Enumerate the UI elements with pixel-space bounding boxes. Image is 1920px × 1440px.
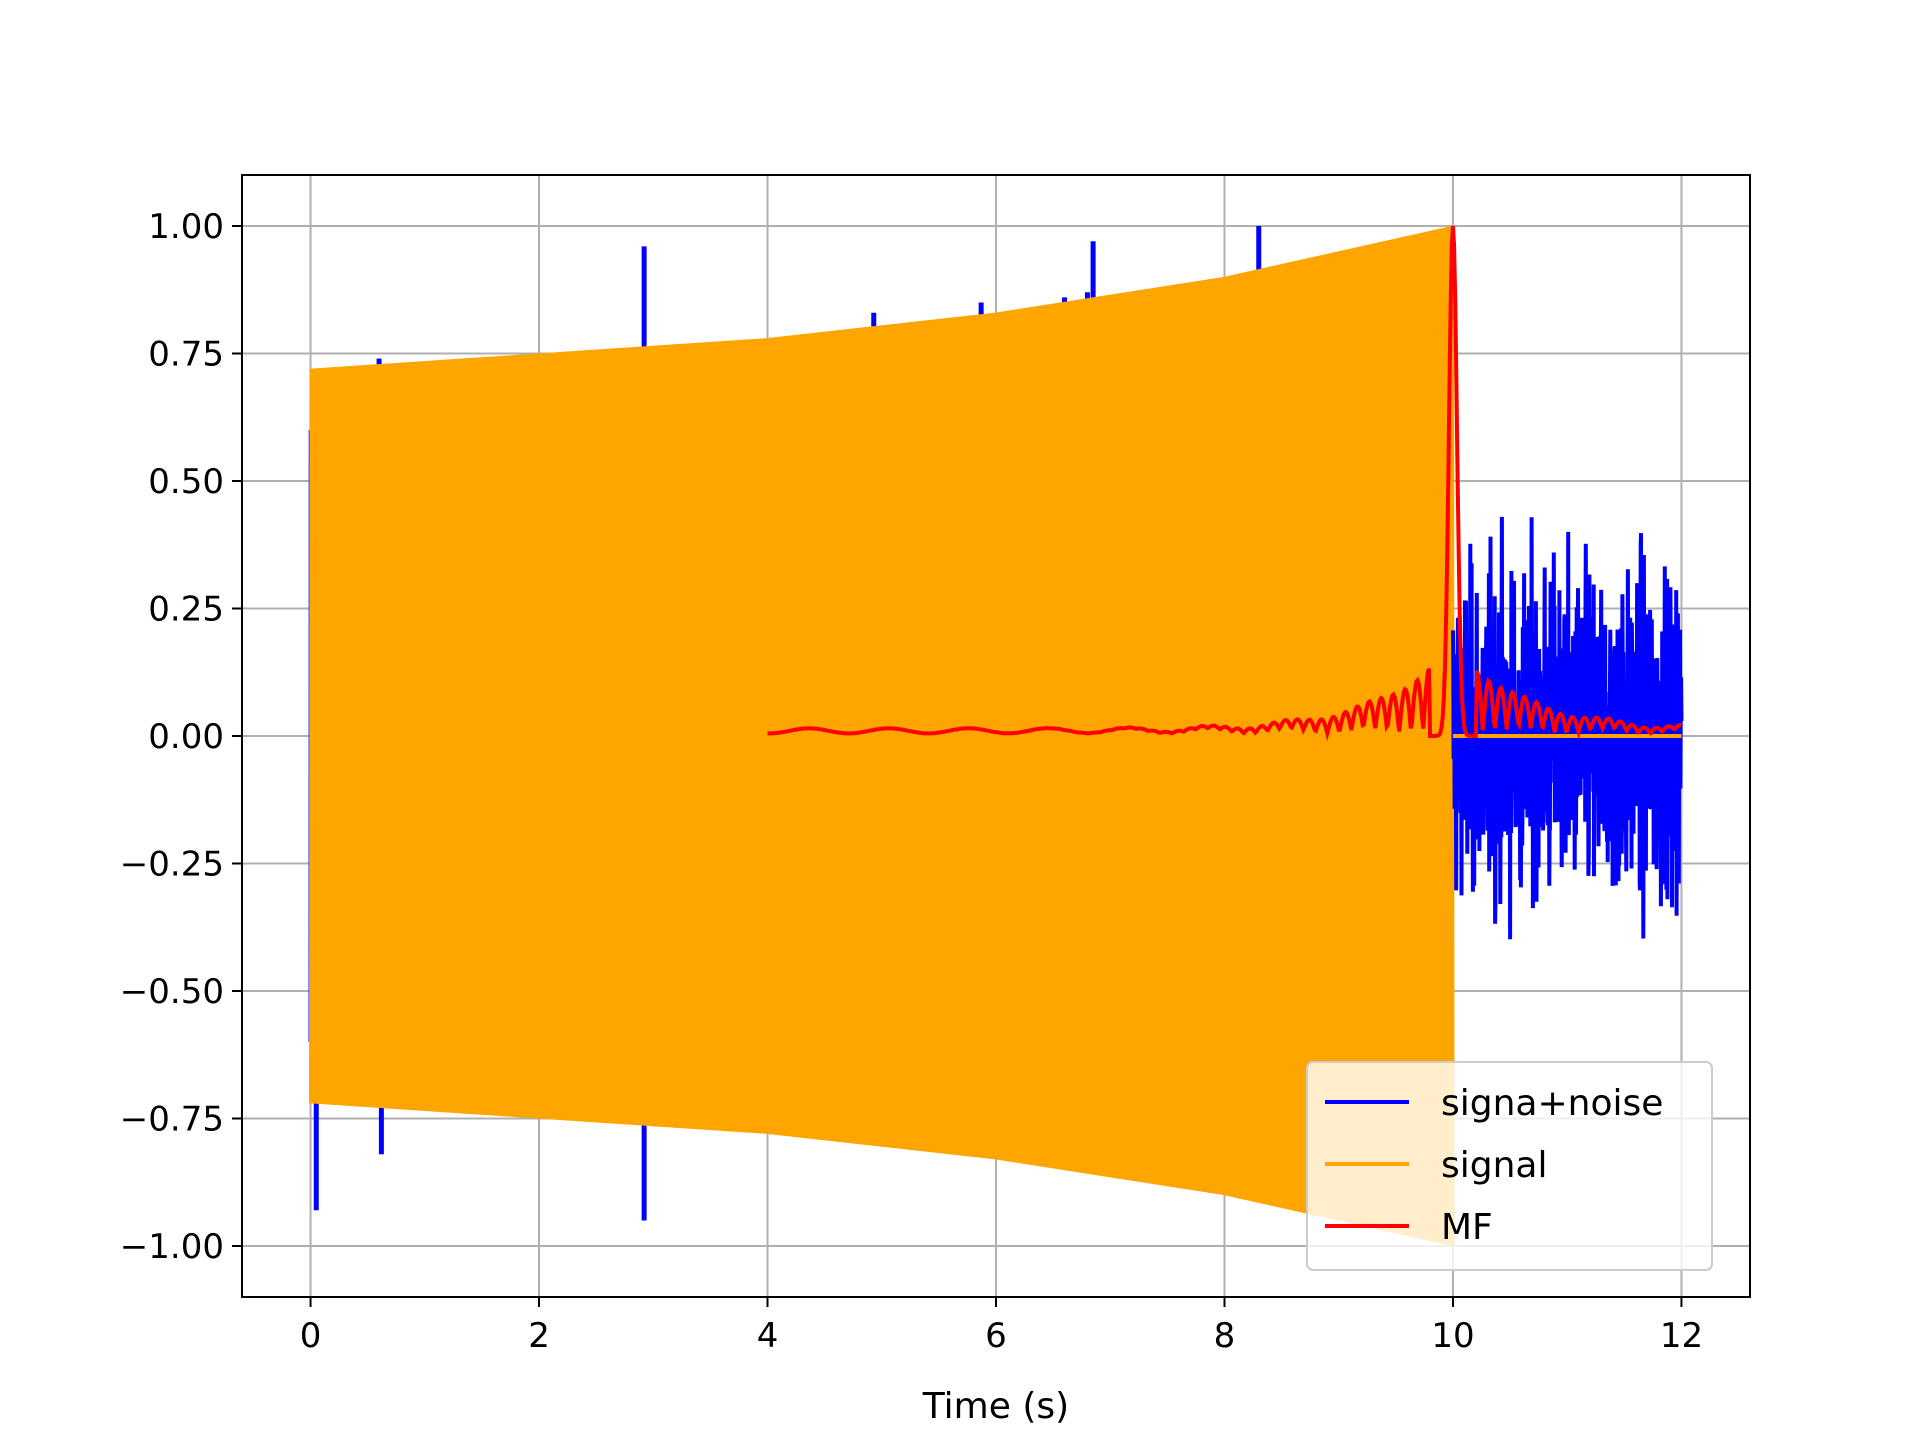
x-tick-label: 2 [528,1316,550,1356]
series-signal-envelope [310,226,1453,1246]
x-tick-label: 10 [1431,1316,1474,1356]
legend-label: signa+noise [1441,1083,1663,1124]
ticks: 0 2 4 6 8 10 12 1.00 0.75 0.50 0.25 0.00 −0.25 −0.50 −… [120,207,1703,1356]
y-tick-label: −0.50 [120,972,224,1012]
y-tick-label: −1.00 [120,1227,224,1267]
y-tick-label: 0.00 [148,717,224,757]
y-tick-label: −0.75 [120,1100,224,1140]
series-mf [767,225,1682,742]
y-tick-label: 0.25 [148,590,224,630]
legend-box [1306,1061,1713,1271]
y-tick-label: 1.00 [148,207,224,247]
x-tick-label: 12 [1660,1316,1703,1356]
series-signal-noise [1451,516,1684,940]
legend-label: MF [1441,1207,1493,1248]
legend-label: signal [1441,1145,1548,1186]
legend: signa+noise signal MF [1306,1061,1713,1271]
y-tick-label: 0.50 [148,462,224,502]
series-layer [308,225,1684,1247]
y-tick-label: −0.25 [120,845,224,885]
x-tick-label: 8 [1214,1316,1236,1356]
x-tick-label: 4 [757,1316,779,1356]
x-tick-label: 0 [300,1316,322,1356]
y-tick-label: 0.75 [148,335,224,375]
x-tick-label: 6 [985,1316,1007,1356]
x-axis-label: Time (s) [922,1386,1069,1427]
